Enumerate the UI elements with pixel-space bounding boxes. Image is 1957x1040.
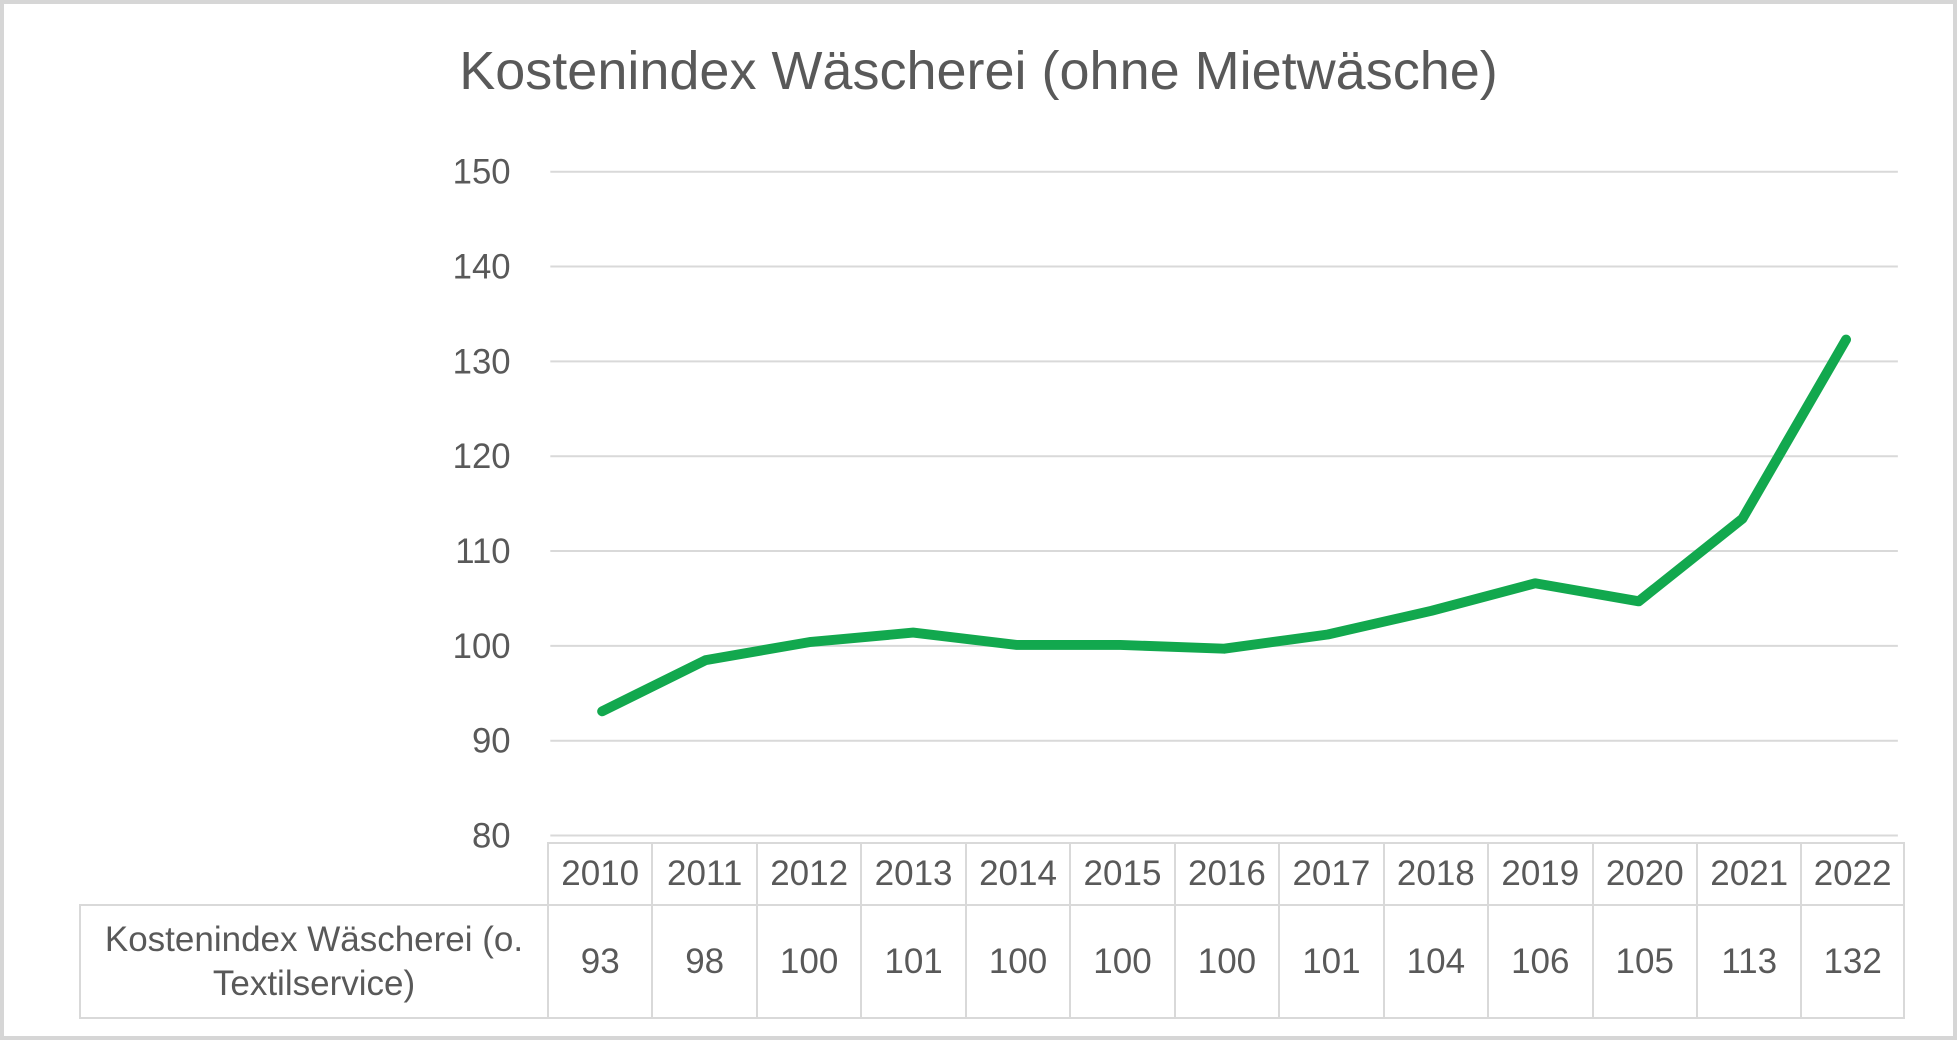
- value-cell: 93: [547, 904, 652, 1019]
- value-cell: 132: [1800, 904, 1905, 1019]
- year-header-cell: 2016: [1173, 842, 1279, 904]
- year-header-cell: 2011: [651, 842, 756, 904]
- series-line: [597, 334, 1852, 717]
- value-cell: 104: [1382, 904, 1488, 1019]
- value-cell: 101: [1278, 904, 1383, 1019]
- y-axis-tick-label: 120: [453, 438, 511, 476]
- year-header-cell: 2014: [964, 842, 1070, 904]
- year-header-cell: 2017: [1278, 842, 1383, 904]
- table-corner-spacer: [79, 842, 547, 904]
- data-table: 2010 2011 2012 2013 2014 2015 2016 2017 2018 2019…: [79, 842, 1905, 1019]
- value-cell: 100: [964, 904, 1070, 1019]
- y-axis-tick-label: 150: [453, 154, 511, 192]
- value-cell: 100: [1069, 904, 1174, 1019]
- year-header-cell: 2013: [860, 842, 965, 904]
- year-header-cell: 2018: [1382, 842, 1488, 904]
- y-axis-tick-label: 130: [453, 343, 511, 381]
- year-header-cell: 2010: [547, 842, 652, 904]
- value-cell: 100: [755, 904, 861, 1019]
- year-header-cell: 2022: [1800, 842, 1905, 904]
- row-label-cell: Kostenindex Wäscherei (o. Textilservice): [79, 904, 547, 1019]
- y-axis-tick-label: 90: [472, 723, 511, 761]
- year-header-cell: 2021: [1695, 842, 1801, 904]
- chart-title: Kostenindex Wäscherei (ohne Mietwäsche): [459, 41, 1498, 101]
- value-cell: 100: [1173, 904, 1279, 1019]
- value-cell: 101: [860, 904, 965, 1019]
- value-cell: 106: [1487, 904, 1592, 1019]
- y-axis-tick-label: 110: [455, 533, 510, 571]
- y-axis-tick-label: 100: [453, 628, 511, 666]
- y-axis-tick-label: 140: [453, 248, 511, 286]
- value-cell: 113: [1695, 904, 1801, 1019]
- value-cell: 98: [651, 904, 756, 1019]
- value-cell: 105: [1591, 904, 1696, 1019]
- year-header-cell: 2012: [755, 842, 861, 904]
- year-header-cell: 2015: [1069, 842, 1174, 904]
- year-header-cell: 2019: [1487, 842, 1592, 904]
- year-header-cell: 2020: [1591, 842, 1696, 904]
